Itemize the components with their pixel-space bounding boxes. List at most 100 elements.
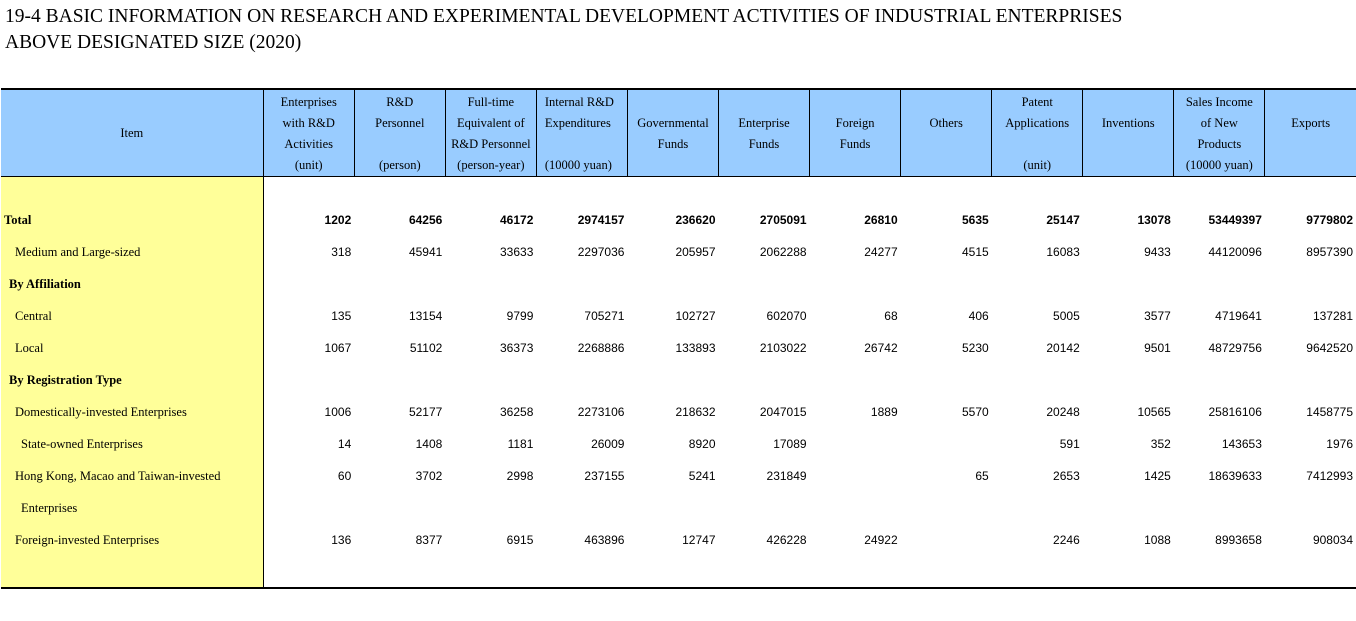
table-cell: 908034 (1312, 533, 1353, 547)
table-cell (445, 492, 536, 524)
table-cell: 12747 (682, 533, 716, 547)
spacer-cell (354, 556, 446, 589)
table-cell: 463896 (584, 533, 625, 547)
table-cell: 14 (337, 437, 352, 451)
table-cell: 231849 (766, 469, 807, 483)
row-label: State-owned Enterprises (1, 428, 264, 460)
table-cell: 205957 (675, 245, 716, 259)
table-cell: 2268886 (577, 341, 625, 355)
row-label: Enterprises (1, 492, 264, 524)
table-cell: 2974157 (577, 213, 625, 227)
table-cell: 705271 (584, 309, 625, 323)
table-cell (263, 268, 354, 300)
table-cell: 1458775 (1306, 405, 1353, 419)
table-row: By Affiliation (1, 268, 1356, 300)
table-cell (445, 268, 536, 300)
header-enterprise-funds: Enterprise Funds (717, 88, 810, 177)
table-cell: 4719641 (1215, 309, 1262, 323)
table-cell: 591 (1059, 437, 1080, 451)
table-cell: 9799 (506, 309, 534, 323)
spacer-label-cell (1, 556, 264, 589)
table-cell (263, 492, 354, 524)
table-cell: 8920 (688, 437, 716, 451)
table-cell: 5230 (961, 341, 989, 355)
table-cell (719, 492, 810, 524)
table-cell: 318 (331, 245, 352, 259)
table-cell (810, 364, 901, 396)
table-cell: 68 (884, 309, 898, 323)
table-cell: 64256 (408, 213, 443, 227)
table-cell: 5635 (961, 213, 989, 227)
table-cell: 26742 (864, 341, 898, 355)
table-cell: 137281 (1312, 309, 1353, 323)
table-cell: 1202 (324, 213, 352, 227)
spacer-cell (809, 556, 901, 589)
table-cell: 24277 (864, 245, 898, 259)
header-inventions: Inventions (1082, 88, 1174, 177)
statistics-table-container: Item Enterprises with R&D Activities (unit)… (1, 88, 1356, 589)
spacer-cell (263, 556, 355, 589)
table-cell (901, 492, 992, 524)
table-cell: 1006 (324, 405, 352, 419)
table-cell (810, 460, 901, 492)
table-cell (1083, 268, 1174, 300)
table-cell: 236620 (675, 213, 716, 227)
table-cell: 25147 (1046, 213, 1080, 227)
table-cell (719, 268, 810, 300)
table-row: State-owned Enterprises 14 1408 1181 26009 89… (1, 428, 1356, 460)
table-row: Enterprises (1, 492, 1356, 524)
table-cell: 5241 (688, 469, 716, 483)
table-cell (810, 268, 901, 300)
table-cell (354, 268, 445, 300)
table-cell: 1088 (1144, 533, 1171, 547)
header-internal-expenditures: Internal R&D Expenditures (10000 yuan) (535, 88, 628, 177)
table-cell (536, 492, 627, 524)
table-cell: 2062288 (759, 245, 807, 259)
table-cell (1083, 492, 1174, 524)
table-cell (1265, 268, 1356, 300)
table-cell: 46172 (500, 213, 534, 227)
table-cell: 2297036 (577, 245, 625, 259)
table-cell: 18639633 (1208, 469, 1262, 483)
table-cell: 24922 (864, 533, 898, 547)
table-cell: 102727 (675, 309, 716, 323)
statistics-table: Item Enterprises with R&D Activities (unit)… (1, 88, 1356, 589)
table-cell: 36373 (500, 341, 534, 355)
table-cell: 44120096 (1208, 245, 1262, 259)
table-cell: 13078 (1137, 213, 1171, 227)
row-label: Medium and Large-sized (1, 236, 264, 268)
table-cell: 218632 (675, 405, 716, 419)
table-cell: 26009 (591, 437, 625, 451)
header-fte: Full-time Equivalent of R&D Personnel (pers… (444, 88, 537, 177)
table-cell: 237155 (584, 469, 625, 483)
table-cell: 36258 (500, 405, 534, 419)
header-patent-applications: Patent Applications (unit) (991, 88, 1083, 177)
table-cell: 20142 (1046, 341, 1080, 355)
table-row: Domestically-invested Enterprises 1006 521… (1, 396, 1356, 428)
table-cell: 1889 (870, 405, 898, 419)
table-cell (992, 492, 1083, 524)
table-cell: 2653 (1053, 469, 1080, 483)
table-row: Medium and Large-sized 318 45941 33633 22970… (1, 236, 1356, 268)
spacer-label-cell (1, 176, 264, 204)
table-cell (1083, 364, 1174, 396)
table-cell: 52177 (408, 405, 443, 419)
table-cell (627, 364, 718, 396)
spacer-cell (445, 556, 537, 589)
row-label: By Registration Type (1, 364, 264, 396)
row-label: Foreign-invested Enterprises (1, 524, 264, 556)
table-cell: 8957390 (1306, 245, 1353, 259)
spacer-cell (1082, 556, 1174, 589)
table-cell: 2998 (506, 469, 534, 483)
table-cell: 4515 (961, 245, 989, 259)
header-others: Others (900, 88, 992, 177)
table-cell: 8993658 (1215, 533, 1262, 547)
title-line-2: ABOVE DESIGNATED SIZE (2020) (5, 32, 302, 53)
table-row: Total 1202 64256 46172 2974157 236620 2705091 2… (1, 204, 1356, 236)
table-cell (1174, 492, 1265, 524)
table-cell (992, 268, 1083, 300)
table-cell (1174, 364, 1265, 396)
table-cell: 33633 (500, 245, 534, 259)
table-cell: 602070 (766, 309, 807, 323)
header-sales-income: Sales Income of New Products (10000 yuan) (1173, 88, 1265, 177)
